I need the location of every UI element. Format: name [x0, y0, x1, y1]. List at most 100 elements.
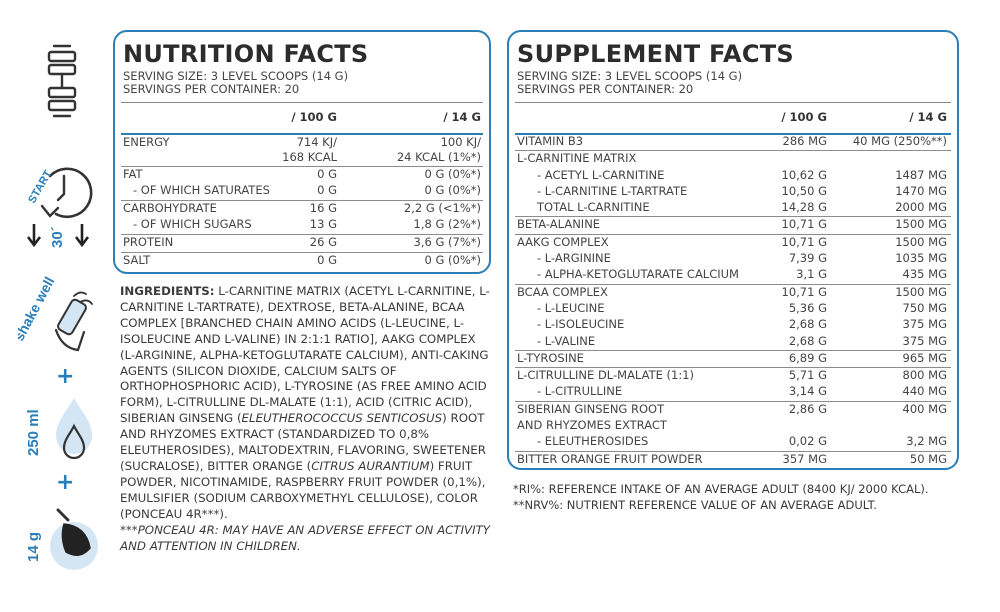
ingredients-part: ) FRUIT POWDER, NICOTINAMIDE, RASPBERRY … [120, 458, 486, 521]
nutrient-value-100g: 10,71 G [781, 217, 828, 232]
timer-start-label: START [26, 168, 54, 205]
nutrition-table-header: / 100 G / 14 G [121, 102, 483, 135]
nutrient-name: PROTEIN [123, 235, 174, 249]
nutrient-name: - L-VALINE [537, 333, 596, 348]
supplement-table: VITAMIN B3 286 MG 40 MG (250%**) L-CARNITIN… [515, 134, 951, 468]
table-row: BITTER ORANGE FRUIT POWDER 357 MG 50 MG [515, 452, 951, 468]
nutrient-value-100g: 0 G [317, 183, 337, 197]
nutrient-value-100g: 10,50 G [781, 183, 828, 198]
nutrient-value-14g: 3,6 G (7%*) [413, 235, 481, 249]
table-row: - ALPHA-KETOGLUTARATE CALCIUM 3,1 G 435 MG [515, 267, 951, 285]
nutrient-value-14g: 435 MG [902, 267, 947, 282]
table-row: - ACETYL L-CARNITINE 10,62 G 1487 MG [515, 168, 951, 184]
plus-icon: + [56, 364, 75, 389]
nutrient-value-100g: 5,36 G [788, 300, 827, 315]
nutrition-facts-panel: NUTRITION FACTS SERVING SIZE: 3 LEVEL SC… [113, 30, 491, 274]
supplement-table-header: / 100 G / 14 G [515, 102, 951, 135]
table-row: - L-CARNITINE L-TARTRATE 10,50 G 1470 MG [515, 184, 951, 200]
nutrient-value-100g: 5,71 G [788, 368, 827, 383]
nutrient-value-14g: 375 MG [902, 317, 947, 332]
supplement-col-14g: / 14 G [909, 110, 947, 124]
plus-icon: + [56, 470, 75, 495]
nutrient-value-14g: 50 MG [909, 451, 947, 466]
nutrient-value-100g: 14,28 G [781, 200, 828, 215]
nutrient-value-100g: 168 KCAL [282, 150, 337, 164]
supplement-serving-info: SERVING SIZE: 3 LEVEL SCOOPS (14 G) SERV… [517, 70, 742, 96]
water-volume-label: 250 ml [25, 409, 42, 456]
nutrient-value-14g: 750 MG [902, 300, 947, 315]
nutrient-name: CARBOHYDRATE [123, 201, 217, 215]
nutrient-name: SALT [123, 253, 151, 267]
nutrient-value-100g: 13 G [309, 217, 337, 231]
table-row: - L-CITRULLINE 3,14 G 440 MG [515, 384, 951, 402]
nutrient-value-14g: 0 G (0%*) [424, 253, 481, 267]
supplement-col-100g: / 100 G [781, 110, 827, 124]
dumbbell-icon [44, 40, 80, 122]
nutrient-value-100g: 0 G [317, 167, 337, 181]
nutrient-name: BETA-ALANINE [517, 217, 601, 232]
nutrition-serving-size: SERVING SIZE: 3 LEVEL SCOOPS (14 G) [123, 69, 349, 83]
nutrient-value-14g: 440 MG [902, 384, 947, 399]
nutrient-name: L-CITRULLINE DL-MALATE (1:1) [517, 368, 695, 383]
nutrient-value-14g: 40 MG (250%**) [852, 134, 947, 148]
nutrient-value-14g: 1500 MG [895, 284, 947, 299]
nutrition-col-100g: / 100 G [291, 110, 337, 124]
nutrient-value-14g: 24 KCAL (1%*) [396, 150, 481, 164]
nutrient-value-14g: 1487 MG [895, 167, 947, 182]
nutrient-value-100g: 2,68 G [788, 333, 827, 348]
nutrient-value-14g: 100 KJ/ [440, 135, 481, 149]
nutrient-value-100g: 2,86 G [788, 401, 827, 416]
supplement-serving-size: SERVING SIZE: 3 LEVEL SCOOPS (14 G) [517, 69, 743, 83]
nutrient-value-100g: 26 G [309, 235, 337, 249]
ingredients-italic: CITRUS AURANTIUM [311, 458, 430, 473]
table-row: VITAMIN B3 286 MG 40 MG (250%**) [515, 134, 951, 152]
table-row: L-TYROSINE 6,89 G 965 MG [515, 350, 951, 369]
nutrient-value-100g: 7,39 G [788, 251, 827, 266]
nutrient-value-100g: 0,02 G [788, 434, 827, 449]
scoop-icon: 14 g [20, 496, 102, 580]
nutrient-name: SIBERIAN GINSENG ROOT [517, 401, 665, 416]
nutrient-name: ENERGY [123, 135, 170, 149]
nutrient-name: TOTAL L-CARNITINE [537, 200, 650, 215]
nutrient-value-14g: 1035 MG [895, 251, 947, 266]
table-row: - ELEUTHEROSIDES 0,02 G 3,2 MG [515, 434, 951, 452]
nutrient-value-14g: 2,2 G (<1%*) [403, 201, 481, 215]
shake-well-label: shake well [18, 274, 58, 343]
nutrient-name: L-CARNITINE MATRIX [517, 151, 637, 166]
ingredients-text: INGREDIENTS: L-CARNITINE MATRIX (ACETYL … [120, 284, 492, 554]
nutrient-name: - ALPHA-KETOGLUTARATE CALCIUM [537, 267, 739, 282]
nutrient-value-14g: 1500 MG [895, 217, 947, 232]
nutrition-table: ENERGY 714 KJ/ 168 KCAL 100 KJ/ 24 KCAL … [121, 134, 483, 270]
supplement-servings-per-container: SERVINGS PER CONTAINER: 20 [517, 82, 694, 96]
nutrient-value-100g: 3,1 G [796, 267, 827, 282]
timer-icon: START 30´ [22, 148, 102, 250]
nutrient-name: - L-ISOLEUCINE [537, 317, 625, 332]
nutrient-name: VITAMIN B3 [517, 134, 584, 148]
nutrient-value-100g: 286 MG [782, 134, 827, 148]
table-row: TOTAL L-CARNITINE 14,28 G 2000 MG [515, 200, 951, 218]
nutrient-name: AND RHYZOMES EXTRACT [517, 418, 667, 433]
table-row: FAT 0 G 0 G (0%*) [121, 167, 483, 183]
supplement-facts-panel: SUPPLEMENT FACTS SERVING SIZE: 3 LEVEL S… [507, 30, 959, 470]
nutrition-title: NUTRITION FACTS [123, 40, 369, 68]
nutrient-value-100g: 3,14 G [788, 384, 827, 399]
nutrient-value-100g: 0 G [317, 253, 337, 267]
nutrient-name: BCAA COMPLEX [517, 284, 608, 299]
ingredients-part: L-CARNITINE MATRIX (ACETYL L-CARNITINE, … [120, 284, 490, 426]
nutrition-servings-per-container: SERVINGS PER CONTAINER: 20 [123, 82, 300, 96]
nutrient-value-100g: 10,62 G [781, 167, 828, 182]
nutrient-value-100g: 6,89 G [788, 350, 827, 365]
nutrient-name: - ACETYL L-CARNITINE [537, 167, 665, 182]
nutrient-name: - L-CITRULLINE [537, 384, 623, 399]
nutrient-name: - L-ARGININE [537, 251, 611, 266]
nutrient-value-14g: 965 MG [902, 350, 947, 365]
nutrient-value-14g: 0 G (0%*) [424, 183, 481, 197]
nutrient-value-14g: 0 G (0%*) [424, 167, 481, 181]
nutrient-value-100g: 10,71 G [781, 234, 828, 249]
nutrient-value-14g: 1,8 G (2%*) [413, 217, 481, 231]
table-row: AND RHYZOMES EXTRACT [515, 418, 951, 434]
timer-duration-label: 30´ [49, 226, 66, 248]
nutrient-value-14g: 400 MG [902, 401, 947, 416]
ingredients-part: ) ROOT AND RHYZOMES EXTRACT (STANDARDIZE… [120, 411, 486, 473]
scoop-amount-label: 14 g [25, 532, 42, 562]
